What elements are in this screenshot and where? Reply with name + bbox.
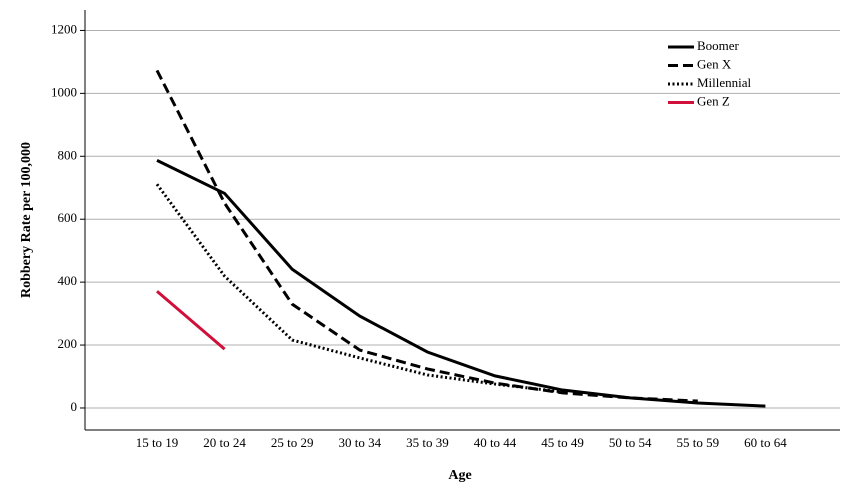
series-line <box>156 290 226 351</box>
x-axis-title: Age <box>448 468 471 483</box>
legend-label: Gen Z <box>697 93 730 108</box>
y-tick-label: 1000 <box>51 84 77 99</box>
y-tick-label: 200 <box>58 336 78 351</box>
series-line <box>156 159 766 408</box>
y-tick-label: 400 <box>58 273 78 288</box>
legend-label: Gen X <box>697 56 732 71</box>
legend-label: Boomer <box>697 38 740 53</box>
x-tick-label: 55 to 59 <box>676 435 719 450</box>
y-tick-label: 1200 <box>51 21 77 36</box>
x-tick-label: 35 to 39 <box>406 435 449 450</box>
x-tick-label: 45 to 49 <box>541 435 584 450</box>
legend-label: Millennial <box>697 75 752 90</box>
y-axis-title: Robbery Rate per 100,000 <box>19 142 34 298</box>
y-tick-label: 800 <box>58 147 78 162</box>
x-tick-label: 15 to 19 <box>136 435 179 450</box>
series-line <box>155 69 698 403</box>
y-tick-label: 600 <box>58 210 78 225</box>
x-tick-label: 25 to 29 <box>271 435 314 450</box>
x-tick-label: 40 to 44 <box>474 435 517 450</box>
y-tick-label: 0 <box>71 399 78 414</box>
x-tick-label: 30 to 34 <box>338 435 381 450</box>
series-line <box>155 183 563 394</box>
x-tick-label: 20 to 24 <box>203 435 246 450</box>
x-tick-label: 60 to 64 <box>744 435 787 450</box>
x-tick-label: 50 to 54 <box>609 435 652 450</box>
